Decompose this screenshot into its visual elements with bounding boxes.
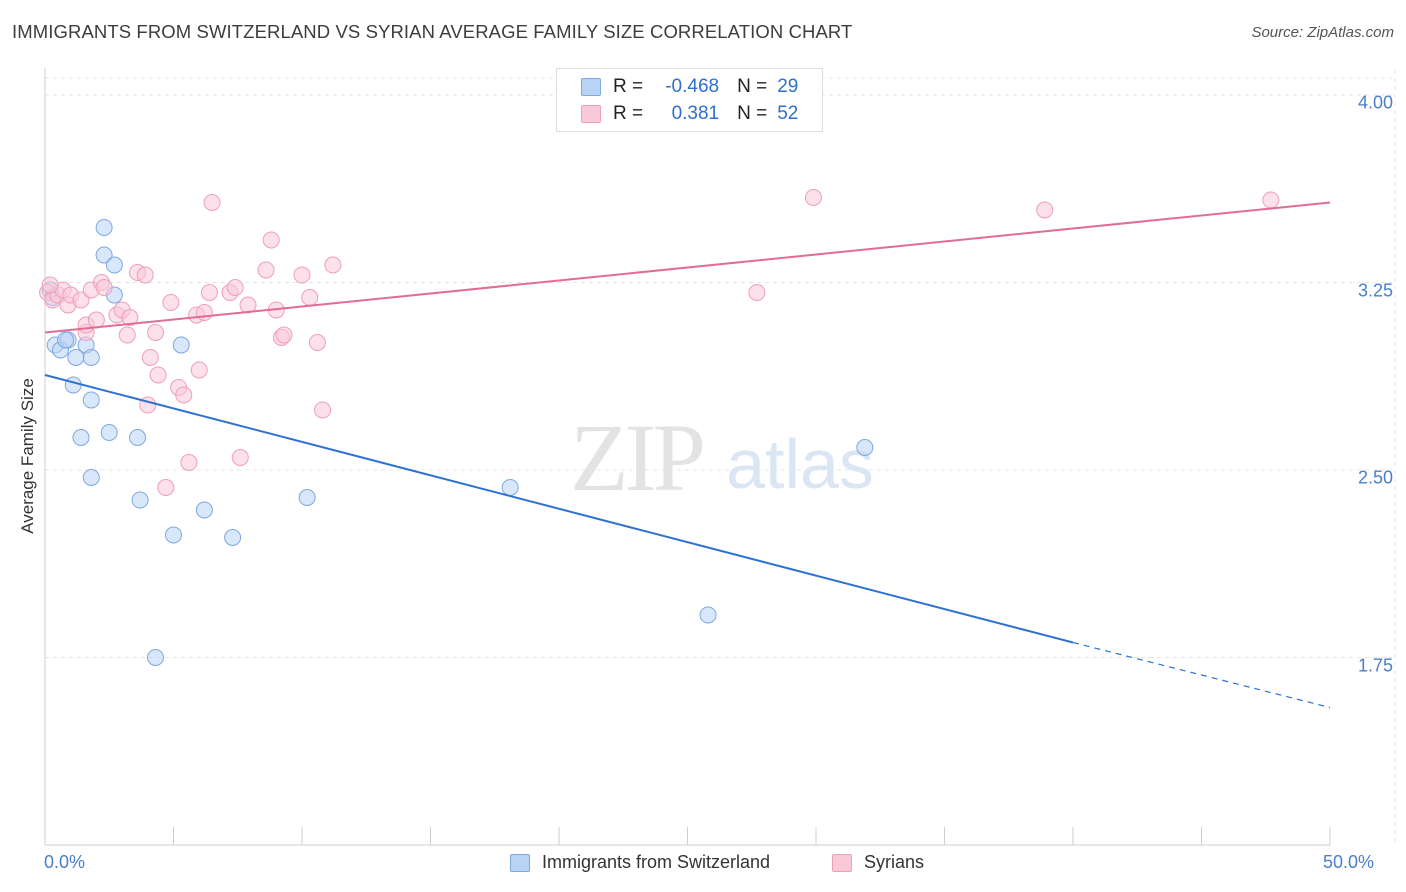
syrian-point (226, 279, 244, 296)
syrian-point (324, 256, 342, 274)
syrian-point (180, 454, 198, 471)
switzerland-trend-extension (1072, 641, 1331, 709)
switzerland-point (501, 479, 519, 496)
switzerland-point (131, 491, 149, 509)
bottom-legend-label-syrians: Syrians (864, 852, 925, 872)
switzerland-point (82, 349, 100, 366)
watermark: ZIP atlas (570, 404, 874, 511)
syrian-point (87, 311, 105, 329)
switzerland-point (100, 424, 118, 441)
legend-swatch-switzerland (581, 78, 601, 96)
legend-r-label: R = (613, 76, 644, 97)
switzerland-point (195, 501, 213, 519)
trend-lines (44, 201, 1331, 709)
syrian-point (203, 194, 221, 211)
y-tick-label: 3.25 (1357, 280, 1393, 300)
x-tick-label-min: 0.0% (44, 852, 86, 872)
syrian-point (1036, 201, 1054, 219)
legend-row-switzerland: R = -0.468 N = 29 (581, 75, 798, 99)
correlation-legend: R = -0.468 N = 29 R = 0.381 N = 52 (556, 68, 823, 132)
syrian-point (262, 231, 280, 249)
switzerland-point (82, 469, 100, 486)
syrian-point (190, 361, 208, 379)
syrian-point (195, 304, 213, 321)
syrian-point (95, 279, 113, 296)
syrian-trend-line (44, 201, 1331, 334)
bottom-legend-swatch-syrians (832, 853, 852, 872)
legend-row-syrians: R = 0.381 N = 52 (581, 102, 798, 126)
axes (44, 68, 1331, 846)
syrian-point (162, 294, 180, 311)
syrian-point (231, 449, 249, 466)
syrian-point (748, 284, 766, 301)
switzerland-point (172, 336, 190, 354)
bottom-legend-switzerland: Immigrants from Switzerland (510, 852, 770, 873)
switzerland-point (57, 331, 75, 349)
bottom-legend-syrians: Syrians (832, 852, 924, 873)
syrian-point (239, 296, 257, 314)
syrian-point (141, 349, 159, 366)
switzerland-trend-line (44, 374, 1074, 644)
syrian-point (314, 401, 332, 419)
switzerland-point (165, 526, 182, 544)
syrian-point (136, 266, 154, 284)
syrian-point (200, 284, 218, 301)
x-tick-label-max: 50.0% (1323, 852, 1375, 872)
switzerland-point (147, 649, 165, 666)
switzerland-point (298, 489, 316, 506)
syrian-point (301, 289, 319, 306)
watermark-atlas: atlas (726, 425, 874, 503)
syrian-point (147, 324, 165, 341)
legend-n-label: N = (737, 103, 768, 124)
switzerland-point (82, 391, 100, 409)
bottom-legend-label-switzerland: Immigrants from Switzerland (542, 852, 771, 872)
legend-n-label: N = (737, 76, 768, 97)
syrian-point (275, 326, 293, 344)
bottom-legend-swatch-switzerland (510, 853, 530, 872)
watermark-zip: ZIP (570, 404, 703, 511)
legend-r-value: 0.381 (671, 103, 720, 124)
y-tick-label: 4.00 (1357, 92, 1393, 113)
legend-r-value: -0.468 (665, 76, 720, 97)
switzerland-point (856, 439, 874, 456)
syrian-point (1262, 191, 1280, 209)
y-tick-label: 2.50 (1357, 467, 1393, 488)
legend-n-value: 29 (777, 76, 799, 97)
switzerland-point (224, 529, 242, 546)
chart-title: IMMIGRANTS FROM SWITZERLAND VS SYRIAN AV… (12, 21, 853, 42)
syrian-point (149, 366, 167, 384)
switzerland-point (699, 606, 717, 624)
switzerland-point (95, 219, 113, 236)
switzerland-point (72, 429, 90, 446)
legend-r-label: R = (613, 103, 644, 124)
switzerland-point (129, 429, 147, 446)
syrian-point (804, 189, 822, 206)
syrian-point (121, 309, 139, 326)
syrian-point (257, 261, 275, 279)
syrian-point (157, 479, 175, 496)
source-label: Source: ZipAtlas.com (1251, 24, 1394, 41)
syrian-point (72, 291, 90, 309)
switzerland-point (64, 376, 82, 394)
syrian-point (308, 334, 326, 351)
syrian-point (118, 326, 136, 344)
legend-swatch-syrians (581, 105, 601, 123)
syrian-point (41, 276, 59, 294)
switzerland-point (95, 246, 113, 264)
syrian-point (293, 266, 311, 284)
legend-n-value: 52 (777, 103, 799, 124)
syrian-point (175, 386, 193, 404)
switzerland-point (105, 256, 123, 274)
y-tick-label: 1.75 (1357, 655, 1393, 675)
